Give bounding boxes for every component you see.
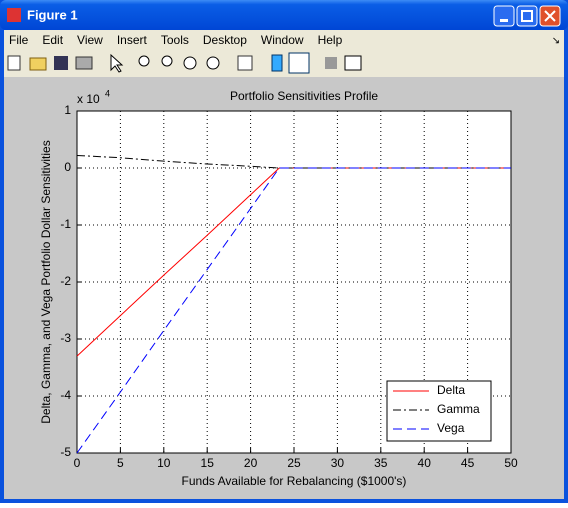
tool-print[interactable] — [75, 56, 93, 70]
y-multiplier-exponent: 4 — [105, 88, 110, 98]
menu-arrow[interactable]: ↘ — [552, 36, 560, 47]
x-tick-label: 20 — [244, 456, 258, 470]
x-axis-label: Funds Available for Rebalancing ($1000's… — [182, 474, 407, 488]
window-title: Figure 1 — [27, 7, 78, 22]
menu-item[interactable]: Tools — [161, 33, 189, 47]
y-multiplier: x 10 — [77, 92, 100, 106]
y-tick-label: 0 — [64, 160, 71, 174]
legend-label: Delta — [437, 383, 465, 397]
menu-bar: File Edit View Insert Tools Desktop Window Help — [9, 33, 343, 47]
tool-pointer[interactable] — [110, 53, 124, 73]
toolbar — [7, 52, 362, 74]
menu-item[interactable]: Desktop — [203, 33, 247, 47]
x-tick-label: 10 — [157, 456, 171, 470]
tool-legend[interactable] — [288, 52, 310, 74]
menu-item[interactable]: File — [9, 33, 29, 47]
menu-item[interactable]: Insert — [117, 33, 148, 47]
tool-dock[interactable] — [344, 55, 362, 71]
y-tick-label: 1 — [64, 103, 71, 117]
minimize-icon — [500, 19, 508, 22]
chart: 10-1-2-3-4-50 5 10 15 20 25 30 35 40 45 50Portfoli… — [39, 88, 518, 488]
menu-item[interactable]: Edit — [42, 33, 63, 47]
y-axis-label: Delta, Gamma, and Vega Portfolio Dollar … — [39, 140, 53, 423]
x-tick-label: 40 — [418, 456, 432, 470]
legend-label: Gamma — [437, 402, 480, 416]
tool-colorbar[interactable] — [271, 54, 283, 72]
series-line — [76, 167, 511, 357]
menu-item[interactable]: Help — [318, 33, 343, 47]
x-tick-label: 35 — [374, 456, 388, 470]
x-tick-label: 0 — [74, 456, 81, 470]
chart-title: Portfolio Sensitivities Profile — [230, 89, 378, 103]
tool-data-cursor[interactable] — [237, 55, 253, 71]
minimize-button[interactable] — [493, 5, 515, 27]
x-tick-label: 45 — [461, 456, 475, 470]
tool-hide[interactable] — [325, 57, 337, 69]
tool-rotate[interactable] — [206, 56, 220, 70]
tool-zoom-out[interactable] — [161, 55, 173, 67]
x-tick-label: 25 — [287, 456, 301, 470]
y-tick-label: -1 — [60, 217, 71, 231]
tool-open[interactable] — [29, 57, 47, 71]
maximize-button[interactable] — [516, 5, 538, 27]
title-bar — [0, 0, 568, 30]
x-tick-label: 30 — [331, 456, 345, 470]
tool-save[interactable] — [54, 56, 68, 70]
y-tick-label: -5 — [60, 445, 71, 459]
x-tick-label: 15 — [201, 456, 215, 470]
y-tick-label: -3 — [60, 331, 71, 345]
maximize-icon — [521, 10, 533, 22]
series-line — [76, 154, 511, 169]
y-tick-label: -2 — [60, 274, 71, 288]
legend-label: Vega — [437, 421, 465, 435]
close-icon — [544, 10, 556, 22]
tool-zoom-in[interactable] — [138, 55, 150, 67]
tool-pan[interactable] — [183, 56, 197, 70]
x-tick-label: 50 — [504, 456, 518, 470]
x-tick-label: 5 — [117, 456, 124, 470]
menu-item[interactable]: Window — [261, 33, 304, 47]
axes-box — [76, 110, 512, 454]
y-tick-label: -4 — [60, 388, 71, 402]
tool-new[interactable] — [7, 55, 21, 71]
series-line — [76, 167, 511, 454]
menu-item[interactable]: View — [77, 33, 103, 47]
app-icon — [7, 8, 21, 22]
